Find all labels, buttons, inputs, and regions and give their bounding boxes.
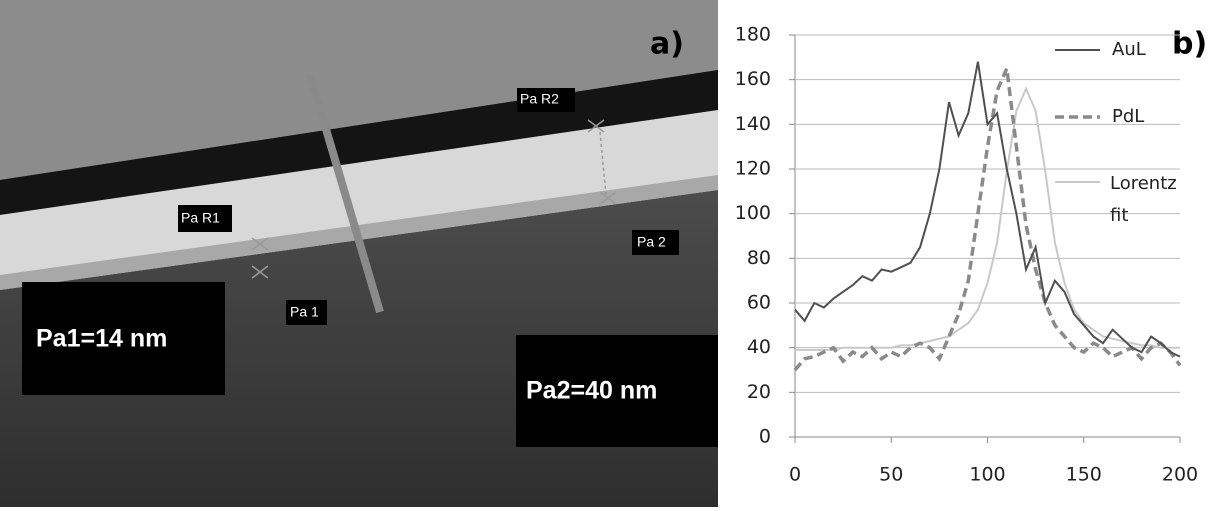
marker-label: Pa R2: [520, 91, 559, 107]
legend-label: AuL: [1112, 39, 1146, 60]
chart-background: [718, 0, 1208, 507]
result-box: [516, 335, 718, 447]
y-tick-label: 100: [735, 202, 771, 224]
distance-line: [599, 131, 607, 196]
result-label: Pa1=14 nm: [36, 325, 167, 353]
label-box: [178, 205, 232, 232]
micrograph: Pa R1 Pa R2 Pa 1 Pa 2 Pa1=14 nm Pa2=40 n…: [0, 0, 718, 507]
result-label: Pa2=40 nm: [526, 377, 657, 405]
y-tick-label: 20: [747, 381, 771, 403]
label-box: [632, 230, 679, 255]
y-tick-label: 140: [735, 113, 771, 135]
x-tick-label: 150: [1066, 464, 1102, 486]
marker-label: Pa 1: [290, 304, 319, 320]
x-tick-label: 50: [879, 464, 903, 486]
legend-label: PdL: [1112, 106, 1144, 127]
series-line: [795, 86, 1180, 351]
result-box: [22, 282, 225, 395]
x-tick-label: 100: [969, 464, 1005, 486]
bright-band: [0, 110, 718, 290]
panel-label: b): [1172, 27, 1207, 62]
y-tick-label: 60: [747, 292, 771, 314]
y-tick-label: 120: [735, 158, 771, 180]
cross: [587, 119, 617, 205]
y-tick-label: 160: [735, 68, 771, 90]
series-line: [794, 61, 1181, 358]
label-box: [286, 300, 327, 325]
marker-label: Pa 2: [637, 234, 666, 250]
y-tick-label: 180: [735, 24, 771, 46]
profile-line: [306, 73, 384, 314]
markers: [251, 119, 617, 279]
y-tick-label: 0: [759, 426, 771, 448]
y-tick-label: 40: [747, 336, 771, 358]
cross: [251, 237, 269, 279]
legend-label: Lorentz fit: [1110, 173, 1177, 226]
panel-label: a): [650, 27, 684, 62]
marker-label: Pa R1: [181, 210, 220, 226]
x-tick-label: 0: [789, 464, 801, 486]
series-line: [793, 61, 1182, 372]
label-box: [517, 88, 575, 112]
upper-region: [0, 0, 718, 180]
y-tick-label: 80: [747, 247, 771, 269]
x-tick-label: 200: [1162, 464, 1198, 486]
